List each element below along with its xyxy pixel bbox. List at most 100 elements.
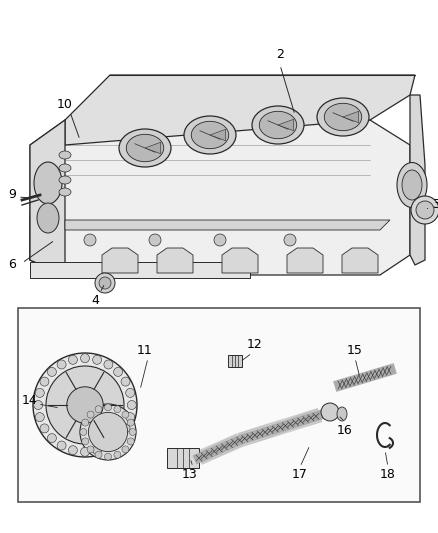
Ellipse shape [59,188,71,196]
Circle shape [95,273,115,293]
Circle shape [122,446,129,453]
Ellipse shape [252,106,304,144]
Circle shape [82,438,89,445]
Circle shape [127,419,134,426]
Circle shape [214,234,226,246]
Ellipse shape [59,176,71,184]
Ellipse shape [259,111,297,139]
Circle shape [57,441,66,450]
Bar [18,308,420,502]
Circle shape [34,400,42,409]
Circle shape [84,234,96,246]
Text: 11: 11 [137,343,153,357]
Ellipse shape [126,134,164,161]
Circle shape [113,433,123,442]
Circle shape [284,234,296,246]
Circle shape [126,413,135,422]
Circle shape [40,377,49,386]
Circle shape [104,441,113,450]
Text: 4: 4 [91,294,99,306]
Bar [228,355,242,367]
Bar [167,448,199,468]
Circle shape [105,453,112,460]
Circle shape [121,424,130,433]
Circle shape [33,353,137,457]
Text: 6: 6 [8,259,16,271]
Ellipse shape [402,170,422,200]
Polygon shape [343,111,359,123]
Text: 17: 17 [292,469,308,481]
Circle shape [95,406,102,413]
Circle shape [113,367,123,376]
Ellipse shape [317,98,369,136]
Polygon shape [287,248,323,273]
Circle shape [121,377,130,386]
Ellipse shape [191,122,229,149]
Polygon shape [30,120,410,275]
Text: 3: 3 [432,198,438,212]
Circle shape [126,389,135,398]
Text: 10: 10 [57,99,73,111]
Polygon shape [342,248,378,273]
Circle shape [46,366,124,444]
Circle shape [80,429,87,435]
Circle shape [47,433,57,442]
Polygon shape [30,262,250,278]
Polygon shape [157,248,193,273]
Polygon shape [102,248,138,273]
Circle shape [57,360,66,369]
Circle shape [88,413,127,451]
Circle shape [129,429,136,435]
Circle shape [81,354,89,362]
Circle shape [122,411,129,418]
Circle shape [416,201,434,219]
Text: 16: 16 [337,424,353,437]
Text: 13: 13 [182,469,198,481]
Circle shape [105,404,112,411]
Polygon shape [145,142,161,154]
Polygon shape [65,75,415,145]
Circle shape [81,447,89,456]
Text: 14: 14 [22,393,38,407]
Ellipse shape [34,162,62,204]
Circle shape [80,404,136,460]
Circle shape [68,356,78,364]
Circle shape [92,356,102,364]
Ellipse shape [184,116,236,154]
Polygon shape [65,220,390,230]
Circle shape [47,367,57,376]
Circle shape [68,446,78,455]
Text: 18: 18 [380,469,396,481]
Circle shape [99,277,111,289]
Circle shape [127,400,136,409]
Circle shape [35,413,44,422]
Ellipse shape [337,407,347,421]
Text: 2: 2 [276,49,284,61]
Circle shape [82,419,89,426]
Ellipse shape [324,103,362,131]
Ellipse shape [397,163,427,207]
Circle shape [95,451,102,458]
Text: 15: 15 [347,343,363,357]
Circle shape [104,360,113,369]
Circle shape [92,446,102,455]
Circle shape [411,196,438,224]
Circle shape [35,389,44,398]
Text: 9: 9 [8,189,16,201]
Circle shape [114,451,121,458]
Polygon shape [30,120,65,275]
Ellipse shape [119,129,171,167]
Polygon shape [210,130,226,141]
Circle shape [67,387,103,423]
Circle shape [40,424,49,433]
Circle shape [114,406,121,413]
Text: 12: 12 [247,338,263,351]
Ellipse shape [59,151,71,159]
Polygon shape [30,215,65,275]
Circle shape [87,446,94,453]
Polygon shape [222,248,258,273]
Polygon shape [410,95,425,265]
Ellipse shape [37,203,59,233]
Ellipse shape [59,164,71,172]
Circle shape [127,438,134,445]
